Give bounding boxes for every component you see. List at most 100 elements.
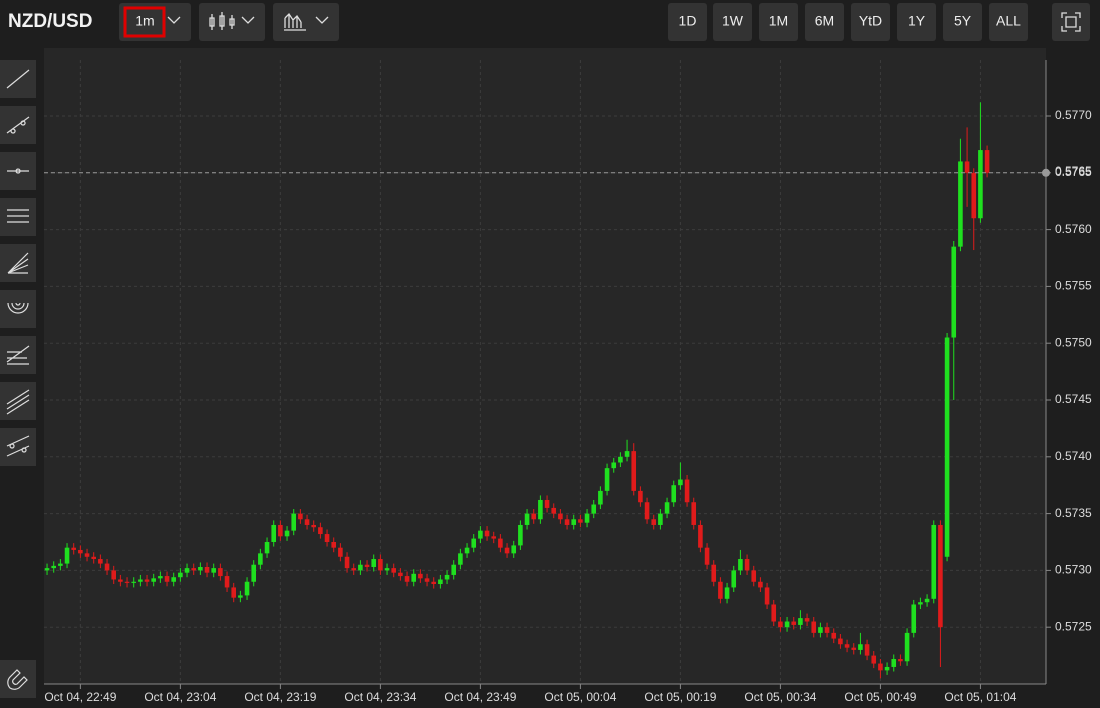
candle-body xyxy=(824,627,830,633)
last-price-dot xyxy=(1042,168,1050,177)
candle-body xyxy=(778,621,783,628)
tool-icon xyxy=(7,168,29,174)
candle-body xyxy=(691,502,697,525)
candle-body xyxy=(98,559,103,564)
candle-body xyxy=(451,564,457,575)
candle-body xyxy=(258,553,263,565)
candle-body xyxy=(858,644,863,650)
candle-body xyxy=(344,556,350,569)
candle-body xyxy=(111,570,117,580)
candle-body xyxy=(898,659,903,662)
candle-body xyxy=(978,150,983,219)
candle-body xyxy=(604,468,610,491)
candle-body xyxy=(351,568,357,571)
candle-body xyxy=(171,577,177,582)
candle-body xyxy=(704,547,710,565)
x-tick-label: Oct 04, 23:19 xyxy=(244,690,316,704)
candle-body xyxy=(738,559,743,571)
candle-body xyxy=(944,337,950,557)
tool-button[interactable] xyxy=(0,336,36,374)
candle-body xyxy=(931,524,937,599)
candle-body xyxy=(658,513,663,525)
candle-body xyxy=(84,553,90,557)
candle-body xyxy=(64,547,70,564)
candle-body xyxy=(324,534,330,542)
range-button[interactable] xyxy=(851,3,890,41)
tool-icon xyxy=(7,209,29,223)
candle-body xyxy=(504,547,510,554)
candle-body xyxy=(791,621,797,625)
candle-body xyxy=(578,519,583,523)
candle-body xyxy=(118,579,123,582)
candle-body xyxy=(518,524,523,546)
candle-body xyxy=(291,513,297,531)
candle-body xyxy=(104,563,110,571)
interval-button[interactable] xyxy=(119,3,191,41)
range-label: 1M xyxy=(769,13,788,29)
tool-button[interactable] xyxy=(0,198,36,236)
x-tick-label: Oct 04, 23:49 xyxy=(444,690,516,704)
range-label: 1D xyxy=(679,13,697,29)
candle-body xyxy=(644,502,650,520)
candle-body xyxy=(564,519,570,525)
candle-body xyxy=(871,655,877,664)
range-label: ALL xyxy=(996,13,1021,29)
range-button[interactable] xyxy=(759,3,798,41)
range-button[interactable] xyxy=(713,3,752,41)
candle-body xyxy=(304,519,310,525)
candle-body xyxy=(651,519,657,525)
candle-body xyxy=(531,513,537,520)
candle-body xyxy=(224,576,230,588)
candle-body xyxy=(464,547,470,554)
indicator-icon xyxy=(284,12,329,31)
candle-body xyxy=(584,513,590,523)
y-tick-label: 0.5750 xyxy=(1055,335,1092,349)
candle-body xyxy=(551,507,557,514)
candle-body xyxy=(964,161,970,173)
y-tick-label: 0.5760 xyxy=(1055,222,1092,236)
candle-body xyxy=(331,542,337,548)
candle-body xyxy=(918,602,923,605)
candle-body xyxy=(511,545,517,554)
tool-icon xyxy=(6,69,30,89)
range-button[interactable] xyxy=(805,3,844,41)
indicator-button[interactable] xyxy=(273,3,339,41)
plot-area xyxy=(44,48,1046,684)
tool-icon xyxy=(6,389,30,415)
x-tick-label: Oct 04, 22:49 xyxy=(44,690,116,704)
range-button[interactable] xyxy=(897,3,936,41)
candle-body xyxy=(44,568,50,571)
candle-body xyxy=(678,479,683,486)
x-tick-label: Oct 05, 00:19 xyxy=(644,690,716,704)
candle-body xyxy=(358,564,363,571)
candle-body xyxy=(471,538,477,548)
range-button[interactable] xyxy=(943,3,982,41)
y-tick-label: 0.5745 xyxy=(1055,392,1092,406)
candle-body xyxy=(178,572,183,578)
tool-button[interactable] xyxy=(0,382,36,420)
fullscreen-button[interactable] xyxy=(1052,3,1090,41)
magnet-button[interactable] xyxy=(0,660,36,698)
range-button[interactable] xyxy=(989,3,1028,41)
candle-body xyxy=(91,556,97,560)
tool-icon xyxy=(7,302,29,314)
tool-button[interactable] xyxy=(0,428,36,466)
candle-body xyxy=(951,246,957,338)
candle-body xyxy=(971,172,977,219)
candle-body xyxy=(878,663,883,671)
highlight-box xyxy=(123,6,166,38)
candle-body xyxy=(431,581,437,585)
x-tick-label: Oct 05, 00:49 xyxy=(844,690,916,704)
candle-body xyxy=(271,524,277,542)
candle-body xyxy=(911,604,917,633)
candle-body xyxy=(384,568,390,571)
range-button[interactable] xyxy=(668,3,707,41)
candle-body xyxy=(238,595,243,598)
candle-body xyxy=(184,568,190,573)
candle-body xyxy=(731,570,737,588)
candle-body xyxy=(744,559,750,571)
candle-body xyxy=(538,499,543,520)
candle-body xyxy=(598,490,603,505)
candle-body xyxy=(784,621,790,628)
candle-body xyxy=(484,530,490,537)
